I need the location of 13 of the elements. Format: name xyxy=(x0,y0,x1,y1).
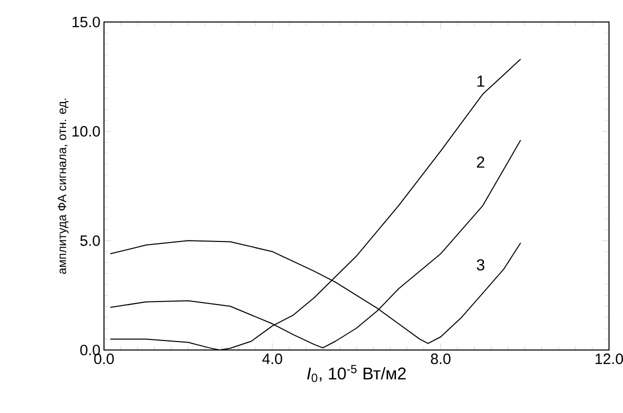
series-label: 3 xyxy=(476,259,484,270)
y-axis-title: амплитуда ФА сигнала, отн. ед. xyxy=(58,98,69,274)
x-tick-label: 12.0 xyxy=(596,354,623,364)
x-axis-title: I$_{0}$, 10$^{-5}$ Вт/м2 xyxy=(307,364,406,382)
x-tick-label: 0.0 xyxy=(94,354,114,364)
y-tick-label: 10.0 xyxy=(72,126,100,137)
x-tick-label: 8.0 xyxy=(430,354,450,364)
y-tick-label: 5.0 xyxy=(80,235,100,246)
series-label: 2 xyxy=(476,156,484,168)
x-tick-label: 4.0 xyxy=(262,354,282,364)
series-label: 1 xyxy=(477,76,484,87)
y-tick-label: 0.0 xyxy=(80,344,100,356)
y-tick-label: 15.0 xyxy=(72,16,100,28)
